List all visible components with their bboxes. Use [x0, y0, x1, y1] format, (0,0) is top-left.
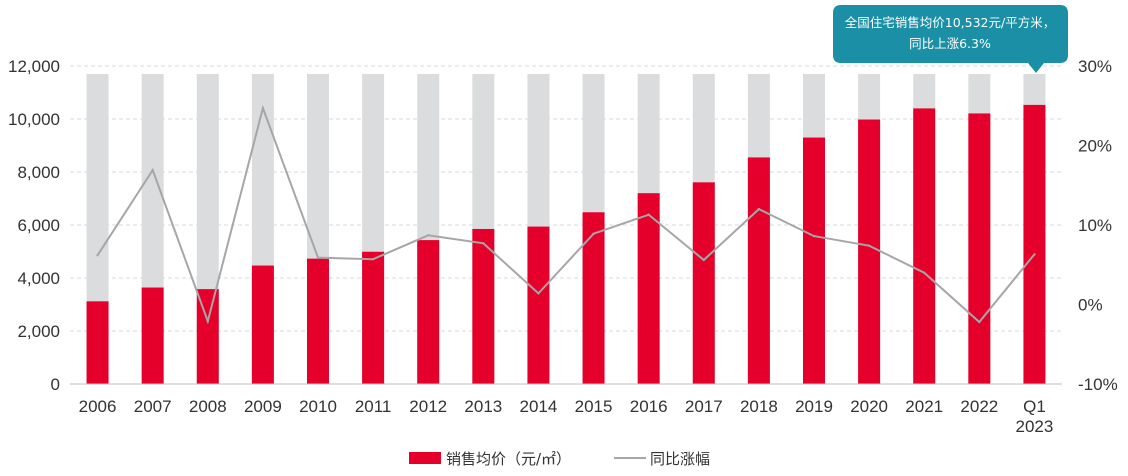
price-bar: [251, 265, 274, 384]
price-bar: [417, 240, 440, 384]
price-bar: [747, 157, 770, 384]
x-tick-label: 2016: [630, 397, 668, 416]
price-bar: [582, 212, 605, 384]
legend-label-price: 销售均价（元/㎡）: [446, 450, 571, 468]
x-tick-label: 2010: [299, 397, 337, 416]
growth-point: [867, 244, 871, 247]
price-bar: [196, 289, 219, 384]
price-bar: [86, 301, 109, 384]
x-tick-label: 2009: [244, 397, 282, 416]
x-tick-label: 2022: [960, 397, 998, 416]
legend-swatch-price: [409, 452, 441, 464]
growth-point: [316, 256, 320, 259]
y-right-tick-label: 20%: [1078, 137, 1112, 156]
growth-point: [592, 232, 595, 235]
growth-point: [371, 257, 375, 261]
x-tick-label: 2020: [850, 397, 888, 416]
axes: 0 2,000 4,000 6,000 8,000 10,000 12,000 -10% 0% 1…: [8, 57, 1118, 436]
x-tick-label: Q1 2023: [1016, 397, 1054, 436]
growth-point: [151, 168, 154, 172]
grid-lines: [70, 65, 1062, 332]
growth-point: [647, 213, 650, 216]
x-tick-label: 2012: [409, 397, 447, 416]
growth-point: [482, 242, 485, 245]
growth-point: [1033, 253, 1036, 256]
x-tick-label: 2015: [575, 397, 613, 416]
y-right-tick-label: 10%: [1078, 216, 1112, 235]
annotation-line-2: 同比上涨6.3%: [909, 36, 991, 51]
annotation-callout: 全国住宅销售均价10,532元/平方米， 同比上涨6.3%: [833, 5, 1068, 73]
growth-point: [923, 271, 926, 274]
price-bar: [913, 108, 936, 385]
y-left-tick-label: 0: [51, 375, 60, 394]
y-right-tick-label: 0%: [1078, 296, 1103, 315]
growth-point: [206, 319, 209, 323]
price-bar: [472, 228, 495, 384]
growth-point: [812, 234, 816, 238]
x-tick-label: 2018: [740, 397, 778, 416]
x-tick-label: 2007: [134, 397, 172, 416]
growth-point: [537, 292, 540, 295]
y-right-tick-label: 30%: [1078, 57, 1112, 76]
legend-label-growth: 同比涨幅: [650, 450, 710, 468]
growth-line-series: [96, 104, 1036, 325]
price-bars: [86, 104, 1046, 385]
x-tick-label: 2011: [355, 397, 392, 416]
x-tick-label: 2008: [189, 397, 227, 416]
price-bar: [803, 137, 825, 384]
y-left-tick-label: 8,000: [17, 163, 60, 182]
price-bar: [362, 251, 385, 384]
legend: 销售均价（元/㎡） 同比涨幅: [409, 450, 710, 468]
growth-point: [757, 207, 761, 211]
price-bar: [637, 193, 660, 384]
x-tick-label: 2017: [685, 397, 723, 416]
price-bar: [141, 287, 164, 384]
price-bar: [692, 182, 715, 384]
growth-line: [96, 104, 1036, 325]
background-bars: [86, 73, 1046, 384]
growth-point: [427, 234, 430, 237]
price-bar: [1023, 104, 1046, 384]
growth-point: [702, 258, 705, 262]
x-tick-label: 2014: [520, 397, 558, 416]
y-left-tick-label: 4,000: [17, 269, 60, 288]
y-right-tick-label: -10%: [1078, 375, 1118, 394]
growth-point: [261, 106, 265, 110]
x-tick-label: 2013: [464, 397, 502, 416]
annotation-bubble: [833, 5, 1068, 73]
y-left-tick-label: 10,000: [8, 110, 60, 129]
annotation-line-1: 全国住宅销售均价10,532元/平方米，: [845, 15, 1055, 30]
y-left-tick-label: 2,000: [17, 322, 60, 341]
growth-point: [96, 254, 99, 257]
price-bar: [858, 119, 881, 384]
x-tick-label: 2019: [795, 397, 833, 416]
x-tick-label: 2021: [905, 397, 943, 416]
y-left-tick-label: 6,000: [17, 216, 60, 235]
price-bar: [527, 226, 550, 384]
y-left-tick-label: 12,000: [8, 57, 60, 76]
price-bar: [307, 258, 329, 384]
x-tick-label: 2006: [79, 397, 117, 416]
price-bar: [968, 113, 991, 384]
growth-point: [978, 320, 981, 324]
